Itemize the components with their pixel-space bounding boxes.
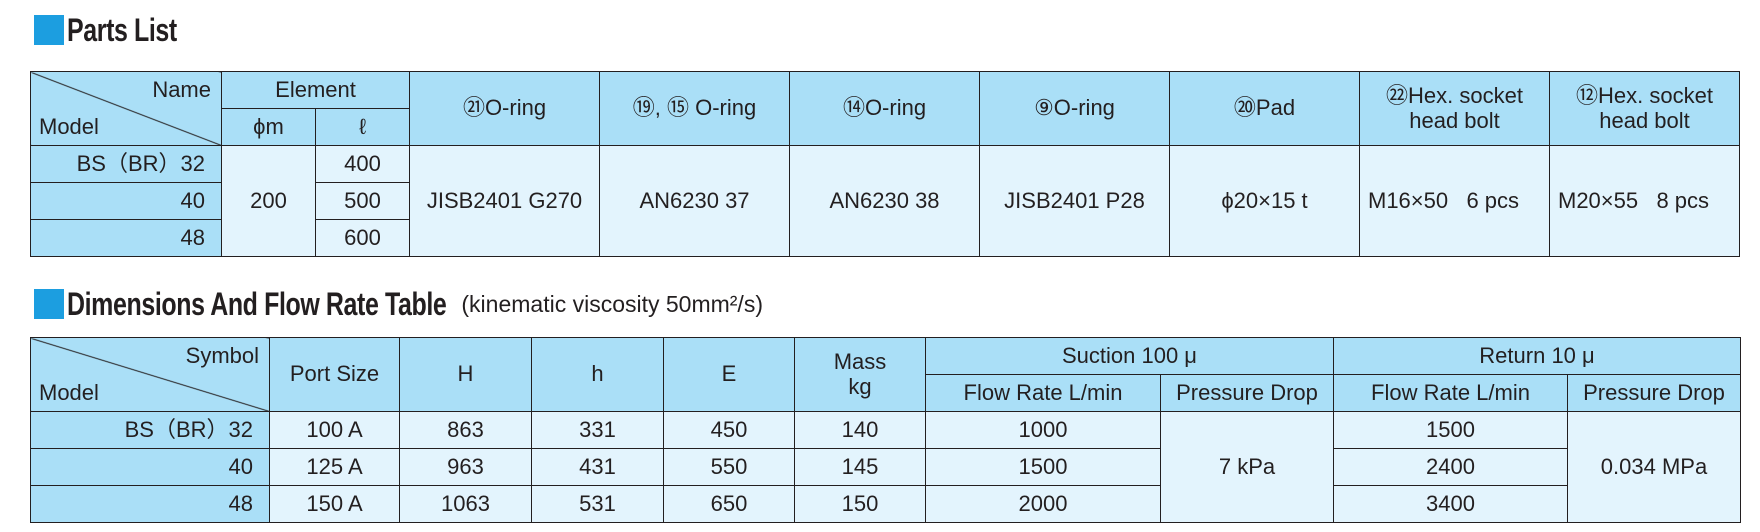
parts-title: Parts List xyxy=(34,12,208,48)
cell: 125 A xyxy=(269,448,400,486)
header-cell: Pressure Drop xyxy=(1160,374,1334,412)
cell: 145 xyxy=(794,448,926,486)
header-cell: Pressure Drop xyxy=(1567,374,1741,412)
cell: 100 A xyxy=(269,411,400,449)
cell: 2000 xyxy=(925,485,1161,523)
dimensions-title: Dimensions And Flow Rate Table (kinematic… xyxy=(34,286,763,322)
cell: 963 xyxy=(399,448,532,486)
cell: 1500 xyxy=(1333,411,1568,449)
cell: 0.034 MPa xyxy=(1567,411,1741,523)
model-cell: 40 xyxy=(30,182,222,220)
cell: 500 xyxy=(315,182,410,220)
cell: AN6230 38 xyxy=(789,145,980,257)
header-cell: ⑲, ⑮ O-ring xyxy=(599,71,790,146)
cell: JISB2401 G270 xyxy=(409,145,600,257)
header-cell: ℓ xyxy=(315,108,410,146)
cell: 550 xyxy=(663,448,795,486)
cell: 150 xyxy=(794,485,926,523)
title-marker xyxy=(34,15,64,45)
cell: 331 xyxy=(531,411,664,449)
header-cell: ⑳Pad xyxy=(1169,71,1360,146)
body-row: 40 125 A 963 431 550 145 1500 2400 xyxy=(30,448,1741,486)
subtitle: (kinematic viscosity 50mm²/s) xyxy=(461,290,763,317)
body-row: 48 150 A 1063 531 650 150 2000 3400 xyxy=(30,485,1741,523)
header-cell: Port Size xyxy=(269,337,400,412)
header-row: Symbol Model Port Size H h E Mass kg Sucti… xyxy=(30,337,1741,412)
parts-table: Name Model Element ㉑O-ring ⑲, ⑮ O-ring ⑭O… xyxy=(30,71,1740,257)
header-cell: Mass kg xyxy=(794,337,926,412)
cell: 1063 xyxy=(399,485,532,523)
title-text: Parts List xyxy=(67,11,177,48)
cell: 450 xyxy=(663,411,795,449)
header-cell: Model xyxy=(39,113,99,139)
cell: 400 xyxy=(315,145,410,183)
cell: JISB2401 P28 xyxy=(979,145,1170,257)
header-cell: E xyxy=(663,337,795,412)
header-row: Name Model Element ㉑O-ring ⑲, ⑮ O-ring ⑭O… xyxy=(30,71,1740,146)
header-cell: Name xyxy=(152,77,211,102)
header-cell: Symbol xyxy=(185,343,259,368)
cell: 1000 xyxy=(925,411,1161,449)
cell: 1500 xyxy=(925,448,1161,486)
header-cell: H xyxy=(399,337,532,412)
header-cell: ㉑O-ring xyxy=(409,71,600,146)
body-row: BS（BR）32 200 400 JISB2401 G270 AN6230 37… xyxy=(30,145,1740,257)
header-text: kg xyxy=(848,373,872,399)
cell: 863 xyxy=(399,411,532,449)
header-text: ㉒Hex. socket head bolt xyxy=(1386,83,1523,133)
body-row: 48 600 xyxy=(30,219,1740,257)
header-text: ⑫Hex. socket head bolt xyxy=(1576,83,1713,133)
cell: 2400 xyxy=(1333,448,1568,486)
model-cell: BS（BR）32 xyxy=(30,145,222,183)
cell: 3400 xyxy=(1333,485,1568,523)
body-row: BS（BR）32 100 A 863 331 450 140 1000 7 kP… xyxy=(30,411,1741,523)
cell: 531 xyxy=(531,485,664,523)
model-cell: 40 xyxy=(30,448,270,486)
header-row: Flow Rate L/min Pressure Drop Flow Rate … xyxy=(31,374,1741,412)
title-text: Dimensions And Flow Rate Table xyxy=(67,285,447,322)
cell: 600 xyxy=(315,219,410,257)
header-row: ϕm ℓ xyxy=(31,108,1740,146)
header-cell: ⑨O-ring xyxy=(979,71,1170,146)
title-marker xyxy=(34,289,64,319)
cell: M20×55 8 pcs xyxy=(1549,145,1740,257)
model-cell: BS（BR）32 xyxy=(30,411,270,449)
cell: 150 A xyxy=(269,485,400,523)
diagonal-header: Name Model xyxy=(30,71,222,146)
cell: AN6230 37 xyxy=(599,145,790,257)
cell: 200 xyxy=(221,145,316,257)
cell: M16×50 6 pcs xyxy=(1359,145,1550,257)
header-cell: Suction 100 μ xyxy=(925,337,1334,375)
header-cell: ㉒Hex. socket head bolt xyxy=(1359,71,1550,146)
diagonal-header: Symbol Model xyxy=(30,337,270,412)
header-cell: Flow Rate L/min xyxy=(1333,374,1568,412)
cell: 650 xyxy=(663,485,795,523)
header-cell: h xyxy=(531,337,664,412)
model-cell: 48 xyxy=(30,485,270,523)
model-cell: 48 xyxy=(30,219,222,257)
header-cell: Element xyxy=(221,71,410,109)
header-cell: Model xyxy=(39,379,99,405)
header-cell: Flow Rate L/min xyxy=(925,374,1161,412)
cell: 7 kPa xyxy=(1160,411,1334,523)
cell: ϕ20×15 t xyxy=(1169,145,1360,257)
header-cell: Return 10 μ xyxy=(1333,337,1741,375)
header-cell: ϕm xyxy=(221,108,316,146)
cell: 140 xyxy=(794,411,926,449)
header-text: Mass xyxy=(833,349,887,375)
cell: 431 xyxy=(531,448,664,486)
dimensions-table: Symbol Model Port Size H h E Mass kg Sucti… xyxy=(30,337,1741,523)
body-row: 40 500 xyxy=(30,182,1740,220)
header-cell: ⑫Hex. socket head bolt xyxy=(1549,71,1740,146)
header-cell: ⑭O-ring xyxy=(789,71,980,146)
